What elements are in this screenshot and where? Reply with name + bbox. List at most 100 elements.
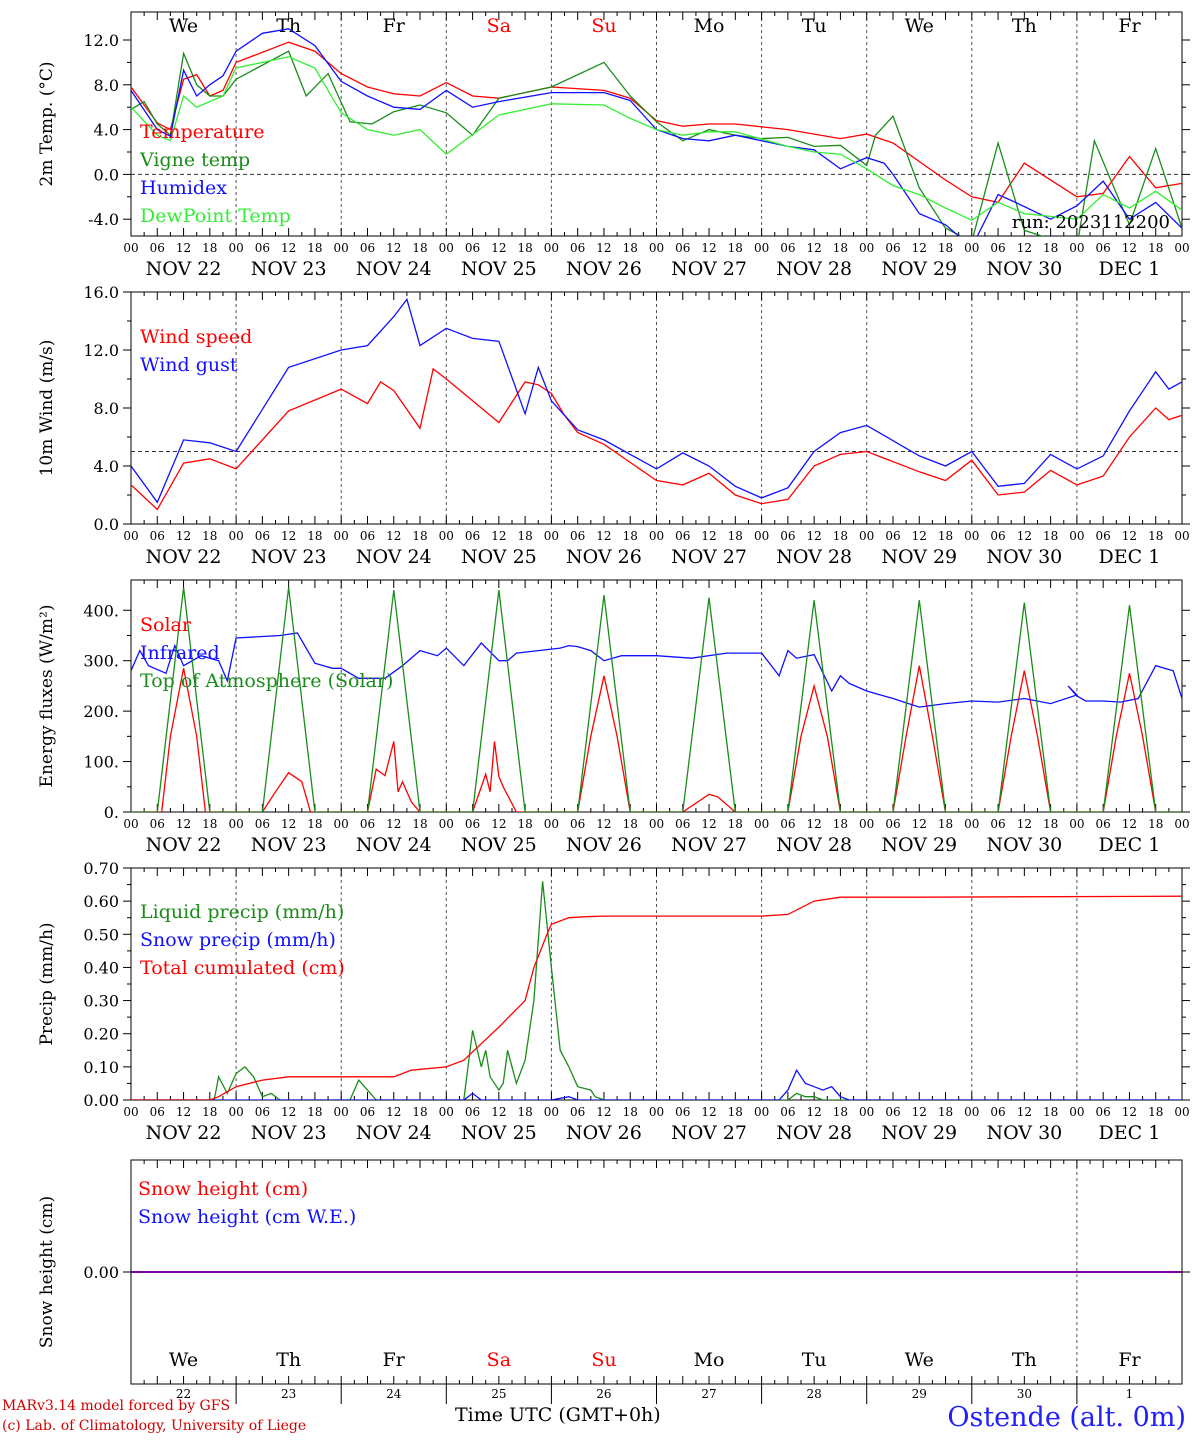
hour-tick-label: 06 [990, 241, 1005, 255]
legend-entry: Snow height (cm) [138, 1178, 308, 1200]
hour-tick-label: 18 [412, 241, 427, 255]
hour-tick-label: 18 [517, 817, 532, 831]
date-label: DEC 1 [1099, 258, 1161, 280]
hour-tick-label: 12 [1017, 817, 1032, 831]
hour-tick-label: 18 [517, 1105, 532, 1119]
hour-tick-label: 18 [1148, 1105, 1163, 1119]
hour-tick-label: 00 [964, 1105, 979, 1119]
weekday-label: Fr [383, 15, 406, 37]
panels-layer: -4.0 0.0 4.0 8.0 12.0 2m Temp. (°C) 00 06 12 18 NO… [37, 11, 1190, 1404]
hour-tick-label: 00 [1069, 241, 1084, 255]
legend-entry: Top of Atmosphere (Solar) [140, 670, 393, 692]
date-label: NOV 24 [356, 258, 432, 280]
hour-tick-label: 12 [701, 529, 716, 543]
hour-tick-label: 06 [360, 241, 375, 255]
hour-tick-label: 12 [1122, 817, 1137, 831]
hour-tick-label: 00 [439, 241, 454, 255]
hour-tick-label: 06 [255, 1105, 270, 1119]
hour-tick-label: 12 [386, 1105, 401, 1119]
y-tick-label: 4.0 [94, 457, 119, 476]
date-label: NOV 24 [356, 1122, 432, 1144]
date-label: NOV 27 [671, 834, 747, 856]
date-label: NOV 25 [461, 546, 537, 568]
hour-tick-label: 18 [1148, 241, 1163, 255]
y-axis-label: Energy fluxes (W/m²) [37, 605, 57, 788]
hour-tick-label: 00 [964, 241, 979, 255]
copyright-credit: (c) Lab. of Climatology, University of L… [2, 1418, 307, 1434]
panel-4: 0.00 0.10 0.20 0.30 0.40 0.50 0.60 0.70 Precip (… [37, 859, 1190, 1144]
date-label: DEC 1 [1099, 546, 1161, 568]
station-name: Ostende (alt. 0m) [947, 1402, 1186, 1433]
hour-tick-label: 12 [701, 817, 716, 831]
y-tick-label: 0.40 [83, 958, 119, 977]
day-number-label: 27 [701, 1387, 716, 1401]
hour-tick-label: 06 [675, 817, 690, 831]
hour-tick-label: 00 [1174, 241, 1189, 255]
hour-tick-label: 12 [596, 529, 611, 543]
hour-tick-label: 00 [334, 241, 349, 255]
date-label: NOV 24 [356, 834, 432, 856]
legend-entry: DewPoint Temp [140, 205, 291, 227]
hour-tick-label: 00 [1069, 817, 1084, 831]
hour-tick-label: 00 [544, 241, 559, 255]
hour-tick-label: 00 [1069, 1105, 1084, 1119]
hour-tick-label: 00 [334, 817, 349, 831]
hour-tick-label: 00 [649, 817, 664, 831]
date-label: NOV 26 [566, 1122, 642, 1144]
hour-tick-label: 12 [176, 241, 191, 255]
hour-tick-label: 00 [228, 529, 243, 543]
y-tick-label: -4.0 [88, 210, 119, 229]
date-label: NOV 26 [566, 258, 642, 280]
hour-tick-label: 06 [780, 1105, 795, 1119]
series-line-liquid-precip-mm-h- [131, 881, 1182, 1100]
hour-tick-label: 06 [885, 241, 900, 255]
hour-tick-label: 06 [465, 1105, 480, 1119]
y-axis-label: 10m Wind (m/s) [37, 340, 57, 477]
hour-tick-label: 12 [912, 1105, 927, 1119]
hour-tick-label: 06 [1096, 241, 1111, 255]
hour-tick-label: 00 [544, 817, 559, 831]
legend-entry: Total cumulated (cm) [140, 957, 345, 979]
series-line-top-of-atmosphere-solar- [131, 587, 1182, 812]
hour-tick-label: 00 [228, 817, 243, 831]
hour-tick-label: 18 [728, 529, 743, 543]
legend-entry: Liquid precip (mm/h) [140, 901, 344, 923]
legend-entry: Temperature [140, 121, 264, 143]
hour-tick-label: 06 [570, 1105, 585, 1119]
hour-tick-label: 06 [570, 817, 585, 831]
hour-tick-label: 06 [780, 817, 795, 831]
y-tick-label: 16.0 [83, 283, 119, 302]
y-tick-label: 0.00 [83, 1263, 119, 1282]
y-axis-label: Precip (mm/h) [37, 922, 57, 1045]
date-label: DEC 1 [1099, 834, 1161, 856]
series-line-wind-gust [131, 297, 1182, 504]
hour-tick-label: 12 [596, 817, 611, 831]
date-label: NOV 23 [251, 834, 327, 856]
y-tick-label: 0.0 [94, 515, 119, 534]
day-number-label: 26 [596, 1387, 611, 1401]
hour-tick-label: 06 [570, 529, 585, 543]
legend-entry: Snow precip (mm/h) [140, 929, 336, 951]
hour-tick-label: 12 [701, 1105, 716, 1119]
hour-tick-label: 06 [570, 241, 585, 255]
hour-tick-label: 00 [649, 529, 664, 543]
day-number-label: 1 [1126, 1387, 1134, 1401]
hour-tick-label: 18 [307, 241, 322, 255]
hour-tick-label: 18 [833, 529, 848, 543]
series-line-total-cumulated-cm- [131, 895, 1182, 1100]
hour-tick-label: 12 [912, 529, 927, 543]
hour-tick-label: 00 [859, 241, 874, 255]
date-label: NOV 29 [881, 258, 957, 280]
date-label: NOV 30 [986, 258, 1062, 280]
hour-tick-label: 12 [176, 817, 191, 831]
date-label: NOV 29 [881, 834, 957, 856]
hour-tick-label: 00 [1174, 1105, 1189, 1119]
hour-tick-label: 06 [1096, 817, 1111, 831]
hour-tick-label: 18 [202, 529, 217, 543]
weekday-label: Su [591, 1349, 616, 1371]
hour-tick-label: 00 [123, 1105, 138, 1119]
date-label: NOV 25 [461, 1122, 537, 1144]
hour-tick-label: 18 [1148, 817, 1163, 831]
y-tick-label: 300. [83, 652, 119, 671]
weekday-label: Th [276, 15, 301, 37]
